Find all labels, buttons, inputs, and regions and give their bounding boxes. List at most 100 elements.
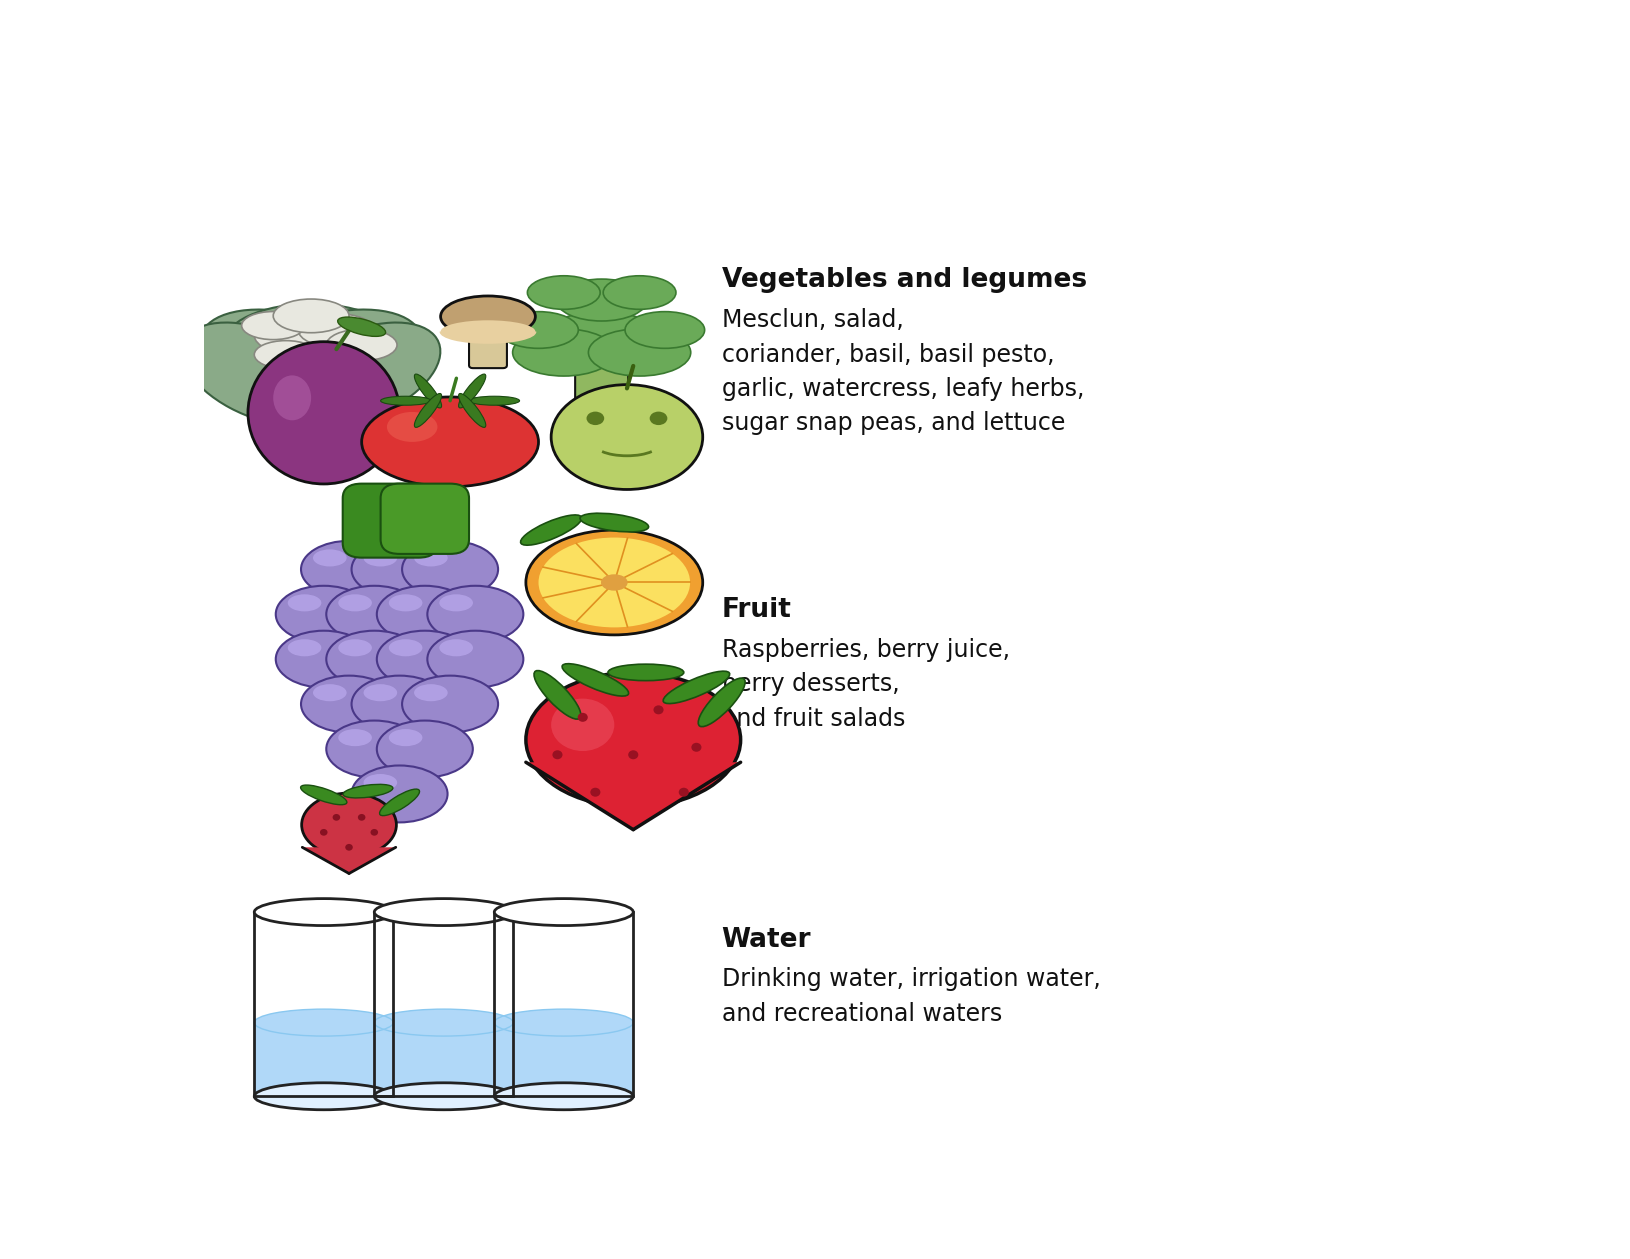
Ellipse shape [556, 279, 647, 321]
Ellipse shape [535, 671, 580, 719]
Ellipse shape [551, 699, 615, 752]
Ellipse shape [601, 575, 628, 590]
Text: Fruit: Fruit [722, 597, 792, 623]
Ellipse shape [302, 541, 398, 598]
Ellipse shape [538, 538, 689, 627]
Ellipse shape [624, 312, 704, 349]
Ellipse shape [359, 815, 365, 821]
Ellipse shape [342, 784, 393, 798]
Ellipse shape [691, 743, 701, 752]
Ellipse shape [333, 815, 341, 821]
Ellipse shape [499, 312, 579, 349]
Ellipse shape [698, 679, 745, 726]
Ellipse shape [390, 594, 422, 612]
Ellipse shape [377, 585, 473, 642]
Ellipse shape [440, 594, 473, 612]
Ellipse shape [403, 541, 499, 598]
Ellipse shape [346, 844, 352, 851]
Ellipse shape [590, 788, 600, 797]
Ellipse shape [526, 672, 740, 807]
Ellipse shape [302, 793, 396, 856]
Ellipse shape [326, 631, 422, 687]
Ellipse shape [370, 828, 378, 836]
Ellipse shape [326, 330, 398, 360]
FancyBboxPatch shape [575, 358, 628, 438]
Polygon shape [375, 1022, 513, 1097]
Ellipse shape [551, 385, 703, 490]
Ellipse shape [254, 899, 393, 925]
Ellipse shape [254, 316, 342, 355]
Ellipse shape [254, 341, 318, 369]
Ellipse shape [377, 720, 473, 778]
Ellipse shape [458, 394, 486, 427]
Ellipse shape [414, 374, 442, 408]
Ellipse shape [390, 640, 422, 656]
Ellipse shape [251, 310, 422, 400]
FancyBboxPatch shape [381, 483, 469, 554]
Ellipse shape [302, 676, 398, 733]
Ellipse shape [469, 397, 520, 405]
Ellipse shape [275, 631, 372, 687]
Ellipse shape [183, 322, 339, 426]
Ellipse shape [223, 303, 399, 387]
Ellipse shape [298, 313, 375, 347]
Ellipse shape [313, 549, 347, 567]
Ellipse shape [284, 322, 440, 426]
Text: Raspberries, berry juice,
berry desserts,
and fruit salads: Raspberries, berry juice, berry desserts… [722, 638, 1009, 730]
Ellipse shape [403, 676, 499, 733]
Polygon shape [494, 1022, 634, 1097]
Ellipse shape [363, 684, 398, 701]
Ellipse shape [363, 549, 398, 567]
Polygon shape [302, 847, 396, 874]
Ellipse shape [352, 676, 448, 733]
Ellipse shape [375, 899, 513, 925]
FancyBboxPatch shape [469, 332, 507, 368]
Ellipse shape [678, 788, 689, 797]
Ellipse shape [339, 729, 372, 747]
Ellipse shape [352, 541, 448, 598]
Ellipse shape [494, 1010, 634, 1036]
Ellipse shape [440, 320, 535, 342]
Text: Mesclun, salad,
coriander, basil, basil pesto,
garlic, watercress, leafy herbs,
: Mesclun, salad, coriander, basil, basil … [722, 308, 1084, 436]
Ellipse shape [663, 671, 730, 704]
Ellipse shape [494, 1083, 634, 1109]
Polygon shape [254, 1022, 393, 1097]
Ellipse shape [587, 412, 605, 426]
Ellipse shape [427, 631, 523, 687]
Ellipse shape [339, 594, 372, 612]
Ellipse shape [377, 631, 473, 687]
Ellipse shape [414, 394, 442, 427]
Ellipse shape [200, 310, 372, 400]
Text: Drinking water, irrigation water,
and recreational waters: Drinking water, irrigation water, and re… [722, 967, 1100, 1026]
Text: Water: Water [722, 927, 812, 953]
Ellipse shape [512, 329, 615, 376]
Ellipse shape [528, 276, 600, 310]
Ellipse shape [580, 514, 649, 531]
Ellipse shape [275, 585, 372, 642]
Ellipse shape [603, 276, 676, 310]
Ellipse shape [562, 663, 629, 696]
Ellipse shape [274, 300, 349, 332]
Ellipse shape [381, 397, 430, 405]
Ellipse shape [414, 549, 448, 567]
Ellipse shape [654, 705, 663, 714]
FancyBboxPatch shape [342, 483, 437, 558]
Ellipse shape [380, 789, 419, 816]
Ellipse shape [289, 640, 321, 656]
Ellipse shape [241, 311, 305, 340]
Ellipse shape [313, 684, 347, 701]
Ellipse shape [414, 684, 448, 701]
Ellipse shape [300, 786, 347, 805]
Ellipse shape [526, 530, 703, 635]
Ellipse shape [544, 311, 659, 364]
Ellipse shape [375, 1010, 513, 1036]
Ellipse shape [326, 585, 422, 642]
Ellipse shape [254, 1083, 393, 1109]
Ellipse shape [588, 329, 691, 376]
Ellipse shape [577, 713, 588, 721]
Ellipse shape [520, 515, 582, 545]
Ellipse shape [254, 1010, 393, 1036]
Ellipse shape [319, 828, 328, 836]
Ellipse shape [289, 594, 321, 612]
Ellipse shape [326, 720, 422, 778]
